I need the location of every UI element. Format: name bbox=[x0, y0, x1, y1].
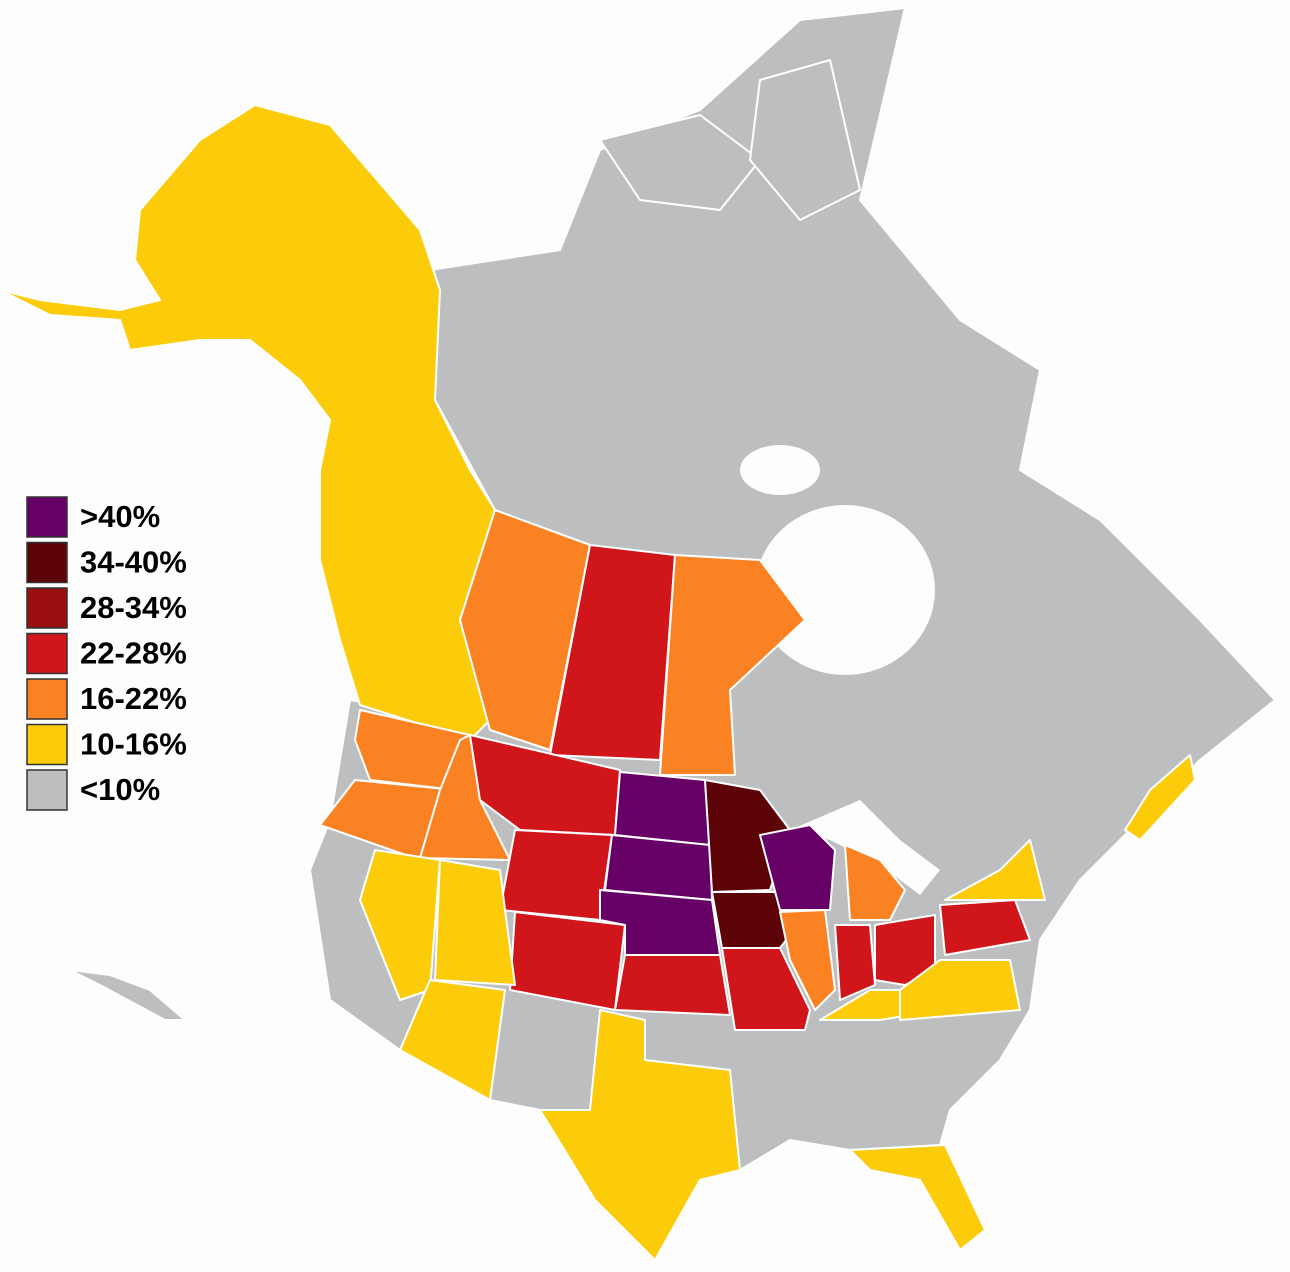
legend-label: 34-40% bbox=[80, 545, 187, 580]
regions bbox=[0, 7, 1276, 1261]
region bbox=[614, 954, 731, 1016]
legend-label: 22-28% bbox=[80, 636, 187, 671]
legend-swatch bbox=[26, 723, 68, 766]
region bbox=[614, 771, 711, 846]
legend-label: 10-16% bbox=[80, 727, 187, 762]
legend-swatch bbox=[26, 496, 68, 538]
legend-label: <10% bbox=[80, 772, 160, 807]
legend-swatch bbox=[26, 769, 68, 811]
region bbox=[944, 839, 1046, 901]
legend-swatch bbox=[26, 587, 68, 629]
legend-label: 16-22% bbox=[80, 681, 187, 716]
region bbox=[899, 959, 1021, 1021]
region bbox=[779, 909, 836, 1011]
region bbox=[499, 829, 613, 921]
region bbox=[844, 844, 906, 921]
water bbox=[740, 445, 820, 495]
legend-label: 28-34% bbox=[80, 590, 187, 625]
region bbox=[549, 544, 676, 761]
region bbox=[0, 104, 496, 741]
region bbox=[1124, 754, 1196, 841]
legend-swatch bbox=[26, 541, 68, 584]
region bbox=[434, 859, 516, 986]
region bbox=[399, 979, 506, 1101]
region bbox=[834, 924, 876, 1001]
water bbox=[755, 505, 935, 675]
region bbox=[539, 1009, 741, 1261]
region bbox=[711, 891, 791, 949]
region bbox=[849, 1144, 986, 1251]
region bbox=[359, 849, 441, 1001]
region bbox=[939, 899, 1031, 956]
legend-label: >40% bbox=[80, 499, 160, 534]
legend-swatch bbox=[26, 632, 68, 675]
region bbox=[599, 114, 761, 211]
legend: >40% 34-40% 28-34% 22-28% 16-22% 10-16% <10% bbox=[26, 496, 187, 811]
region bbox=[69, 969, 186, 1021]
region bbox=[459, 509, 591, 751]
water bbox=[790, 800, 940, 895]
region bbox=[721, 947, 811, 1031]
region bbox=[759, 824, 836, 911]
legend-swatch bbox=[26, 678, 68, 720]
region bbox=[749, 59, 861, 221]
region bbox=[604, 834, 713, 901]
